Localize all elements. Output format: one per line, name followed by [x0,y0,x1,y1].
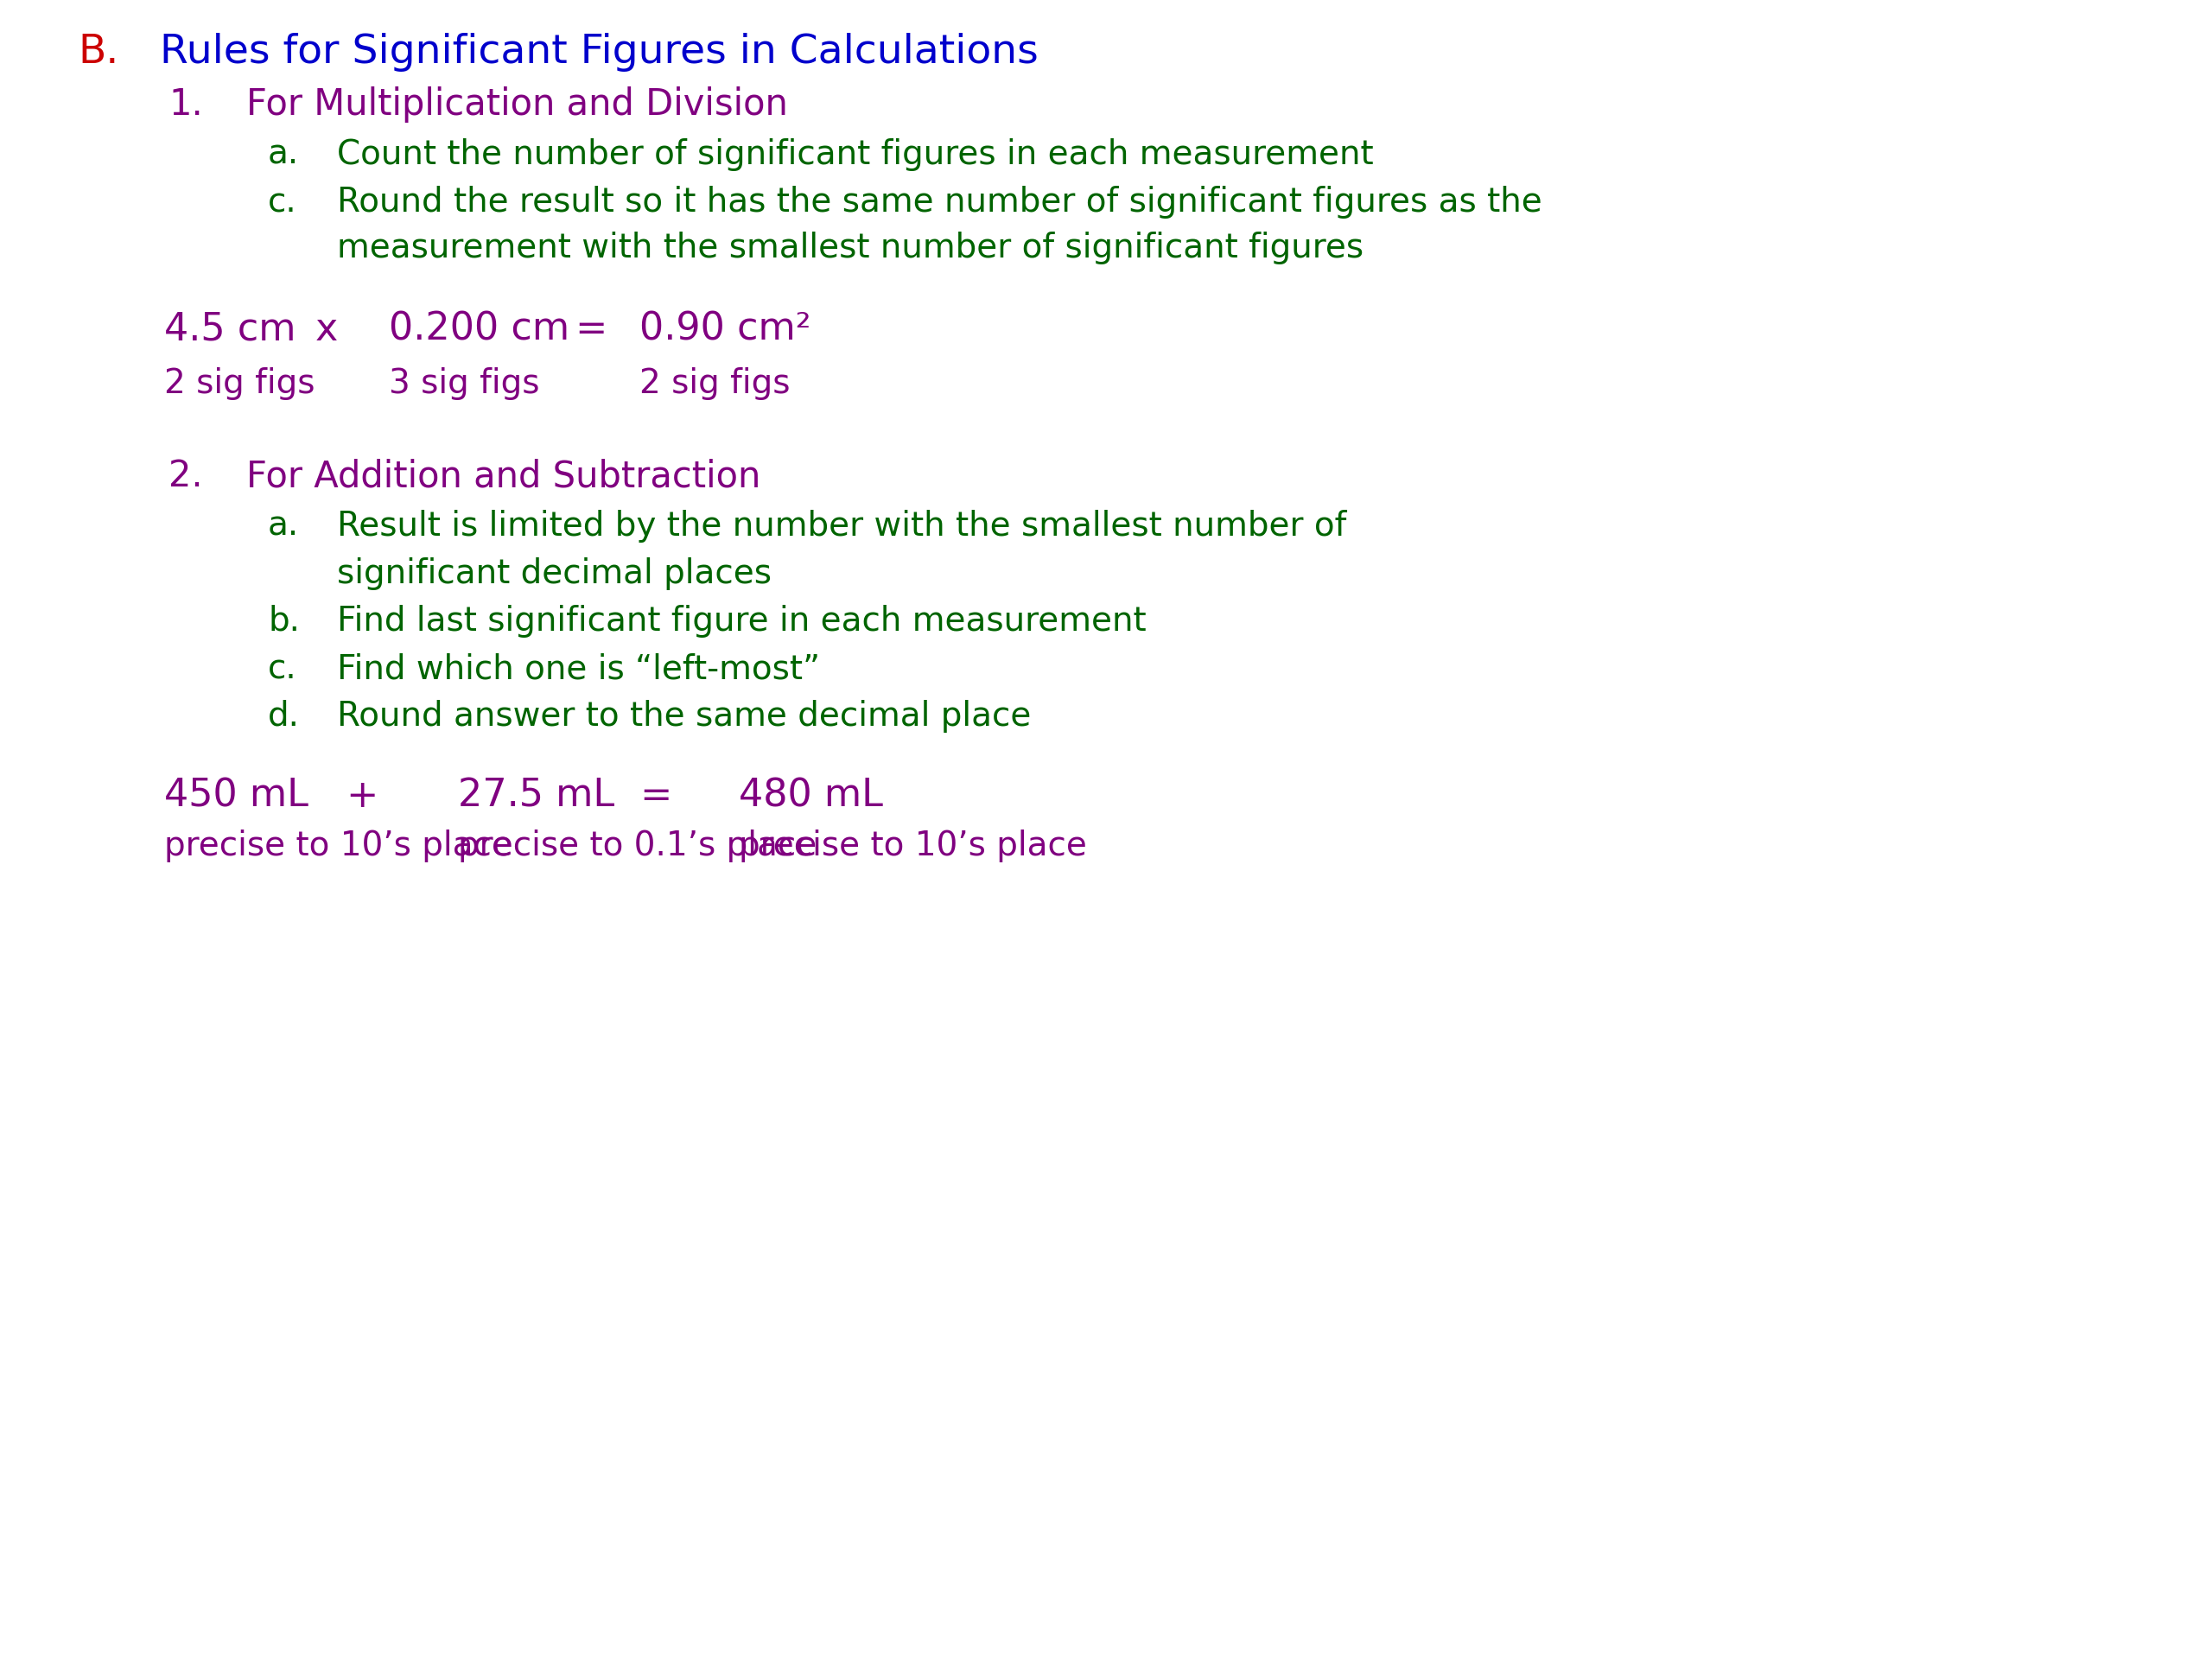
Text: 3 sig figs: 3 sig figs [389,367,540,400]
Text: Count the number of significant figures in each measurement: Count the number of significant figures … [336,138,1374,171]
Text: 0.200 cm: 0.200 cm [389,312,568,348]
Text: Rules for Significant Figures in Calculations: Rules for Significant Figures in Calcula… [159,33,1037,71]
Text: 4.5 cm: 4.5 cm [164,312,296,348]
Text: =: = [575,312,606,348]
Text: Round the result so it has the same number of significant figures as the: Round the result so it has the same numb… [336,186,1542,219]
Text: 450 mL: 450 mL [164,778,307,815]
Text: c.: c. [268,652,296,685]
Text: For Addition and Subtraction: For Addition and Subtraction [246,458,761,494]
Text: precise to 10’s place: precise to 10’s place [739,830,1086,863]
Text: c.: c. [268,186,296,219]
Text: Round answer to the same decimal place: Round answer to the same decimal place [336,700,1031,733]
Text: 2 sig figs: 2 sig figs [639,367,790,400]
Text: =: = [639,778,672,815]
Text: measurement with the smallest number of significant figures: measurement with the smallest number of … [336,232,1363,264]
Text: precise to 10’s place: precise to 10’s place [164,830,513,863]
Text: d.: d. [268,700,301,733]
Text: Find last significant figure in each measurement: Find last significant figure in each mea… [336,606,1146,637]
Text: precise to 0.1’s place: precise to 0.1’s place [458,830,816,863]
Text: 2.: 2. [168,458,204,494]
Text: 480 mL: 480 mL [739,778,883,815]
Text: +: + [345,778,378,815]
Text: a.: a. [268,138,299,171]
Text: significant decimal places: significant decimal places [336,557,772,591]
Text: Find which one is “left-most”: Find which one is “left-most” [336,652,821,685]
Text: x: x [316,312,338,348]
Text: a.: a. [268,509,299,542]
Text: 0.90 cm²: 0.90 cm² [639,312,812,348]
Text: 2 sig figs: 2 sig figs [164,367,314,400]
Text: For Multiplication and Division: For Multiplication and Division [246,86,787,123]
Text: 27.5 mL: 27.5 mL [458,778,615,815]
Text: Result is limited by the number with the smallest number of: Result is limited by the number with the… [336,509,1347,542]
Text: 1.: 1. [168,86,204,123]
Text: b.: b. [268,606,301,637]
Text: B.: B. [77,33,119,71]
